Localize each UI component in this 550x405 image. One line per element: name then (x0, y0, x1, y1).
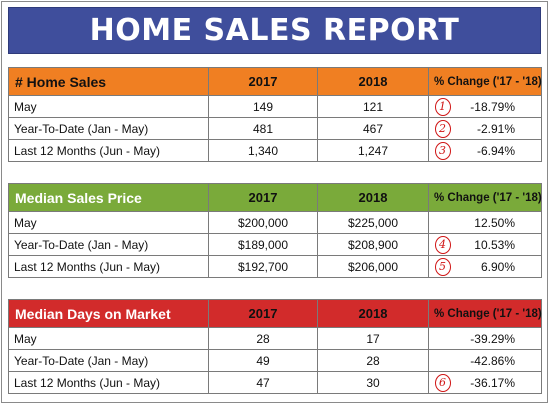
value-2017: 28 (208, 327, 318, 350)
home-sales-section: # Home Sales 2017 2018 % Change ('17 - '… (8, 67, 542, 162)
value-2018: 28 (317, 349, 429, 372)
value-2017: $189,000 (208, 233, 318, 256)
table-row: Year-To-Date (Jan - May) 49 28 -42.86% (8, 349, 542, 372)
change-cell: 1 -18.79% (428, 95, 542, 118)
column-header-2018: 2018 (317, 183, 429, 212)
median-sales-price-header-row: Median Sales Price 2017 2018 % Change ('… (8, 183, 542, 212)
value-2017: $200,000 (208, 211, 318, 234)
row-label: Last 12 Months (Jun - May) (8, 139, 209, 162)
annotation-circle-6: 6 (435, 374, 451, 392)
home-sales-table: # Home Sales 2017 2018 % Change ('17 - '… (8, 67, 542, 162)
median-days-on-market-section: Median Days on Market 2017 2018 % Change… (8, 299, 542, 394)
annotation-circle-5: 5 (435, 258, 451, 276)
row-label: Last 12 Months (Jun - May) (8, 255, 209, 278)
column-header-2018: 2018 (317, 67, 429, 96)
change-cell: 2 -2.91% (428, 117, 542, 140)
median-sales-price-table: Median Sales Price 2017 2018 % Change ('… (8, 183, 542, 278)
column-header-change: % Change ('17 - '18) (428, 183, 542, 212)
change-cell: 3 -6.94% (428, 139, 542, 162)
table-row: May 149 121 1 -18.79% (8, 95, 542, 118)
change-value: 12.50% (474, 215, 515, 230)
row-label: Year-To-Date (Jan - May) (8, 349, 209, 372)
row-label: May (8, 327, 209, 350)
change-cell: 5 6.90% (428, 255, 542, 278)
value-2017: 481 (208, 117, 318, 140)
value-2017: 47 (208, 371, 318, 394)
value-2017: 149 (208, 95, 318, 118)
value-2018: 30 (317, 371, 429, 394)
value-2018: $225,000 (317, 211, 429, 234)
section-label: Median Sales Price (8, 183, 209, 212)
value-2018: 467 (317, 117, 429, 140)
median-days-on-market-header-row: Median Days on Market 2017 2018 % Change… (8, 299, 542, 328)
change-value: -42.86% (470, 353, 515, 368)
table-row: Last 12 Months (Jun - May) 47 30 6 -36.1… (8, 371, 542, 394)
row-label: Year-To-Date (Jan - May) (8, 233, 209, 256)
row-label: Last 12 Months (Jun - May) (8, 371, 209, 394)
row-label: May (8, 95, 209, 118)
change-value: -36.17% (470, 375, 515, 390)
column-header-change: % Change ('17 - '18) (428, 67, 542, 96)
value-2017: $192,700 (208, 255, 318, 278)
report-title: HOME SALES REPORT (89, 13, 460, 48)
value-2018: 1,247 (317, 139, 429, 162)
annotation-circle-2: 2 (435, 120, 451, 138)
table-row: Year-To-Date (Jan - May) 481 467 2 -2.91… (8, 117, 542, 140)
value-2018: 17 (317, 327, 429, 350)
home-sales-header-row: # Home Sales 2017 2018 % Change ('17 - '… (8, 67, 542, 96)
column-header-2017: 2017 (208, 299, 318, 328)
change-value: 6.90% (480, 259, 515, 274)
value-2017: 49 (208, 349, 318, 372)
table-row: Year-To-Date (Jan - May) $189,000 $208,9… (8, 233, 542, 256)
column-header-change: % Change ('17 - '18) (428, 299, 542, 328)
column-header-2018: 2018 (317, 299, 429, 328)
report-banner: HOME SALES REPORT (8, 7, 541, 54)
table-row: May $200,000 $225,000 12.50% (8, 211, 542, 234)
change-cell: -42.86% (428, 349, 542, 372)
value-2018: $206,000 (317, 255, 429, 278)
column-header-2017: 2017 (208, 67, 318, 96)
change-value: -6.94% (476, 143, 515, 158)
change-value: -39.29% (470, 331, 515, 346)
annotation-circle-1: 1 (435, 98, 451, 116)
row-label: May (8, 211, 209, 234)
change-value: -18.79% (470, 99, 515, 114)
change-cell: -39.29% (428, 327, 542, 350)
median-sales-price-section: Median Sales Price 2017 2018 % Change ('… (8, 183, 542, 278)
change-cell: 12.50% (428, 211, 542, 234)
annotation-circle-4: 4 (435, 236, 451, 254)
annotation-circle-3: 3 (435, 142, 451, 160)
table-row: Last 12 Months (Jun - May) 1,340 1,247 3… (8, 139, 542, 162)
value-2018: 121 (317, 95, 429, 118)
change-cell: 4 10.53% (428, 233, 542, 256)
change-value: 10.53% (474, 237, 515, 252)
value-2018: $208,900 (317, 233, 429, 256)
change-cell: 6 -36.17% (428, 371, 542, 394)
row-label: Year-To-Date (Jan - May) (8, 117, 209, 140)
section-label: Median Days on Market (8, 299, 209, 328)
column-header-2017: 2017 (208, 183, 318, 212)
change-value: -2.91% (476, 121, 515, 136)
value-2017: 1,340 (208, 139, 318, 162)
section-label: # Home Sales (8, 67, 209, 96)
table-row: Last 12 Months (Jun - May) $192,700 $206… (8, 255, 542, 278)
median-days-on-market-table: Median Days on Market 2017 2018 % Change… (8, 299, 542, 394)
table-row: May 28 17 -39.29% (8, 327, 542, 350)
